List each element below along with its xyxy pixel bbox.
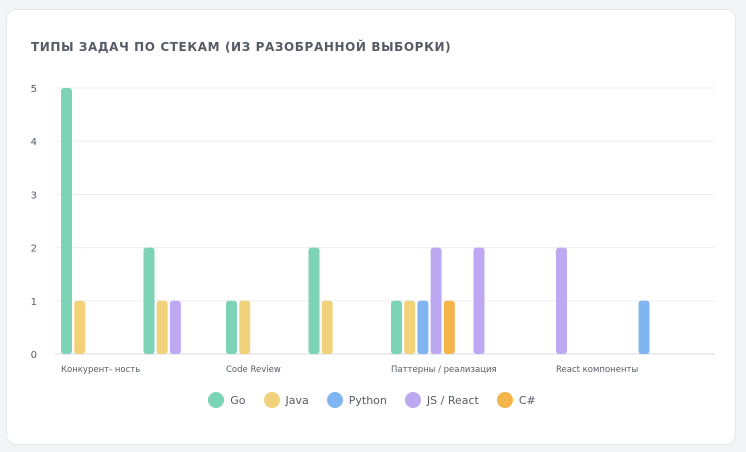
legend-label: C# [518, 393, 536, 407]
chart-title: ТИПЫ ЗАДАЧ ПО СТЕКАМ (ИЗ РАЗОБРАННОЙ ВЫБ… [31, 40, 452, 54]
x-category-label: Конкурент- ность [61, 365, 140, 375]
x-category-label: Паттерны / реализация [391, 365, 497, 375]
bar-go-3 [308, 247, 320, 354]
legend-swatch [263, 392, 280, 408]
bar-go-2 [226, 300, 237, 354]
legend-swatch [326, 392, 343, 408]
legend-label: Python [348, 393, 387, 407]
bar-java-1 [156, 300, 168, 354]
bar-js-react-5 [473, 247, 485, 354]
bar-python-4 [417, 300, 429, 354]
grid-lines [55, 87, 715, 355]
legend-item[interactable]: Python [326, 392, 387, 408]
y-tick-label: 5 [31, 84, 37, 95]
bar-java-3 [321, 300, 333, 354]
bars [61, 88, 650, 354]
bar-chart: 0 1 2 3 4 5 Конкурент- ность Code Review Паттерн… [31, 84, 715, 375]
bar-js-react-4 [430, 247, 442, 354]
bar-java-4 [404, 300, 416, 354]
legend-item[interactable]: JS / React [404, 392, 479, 408]
bar-java-2 [239, 300, 251, 354]
legend-label: JS / React [426, 393, 479, 407]
bar-js-react-6 [556, 247, 567, 354]
bar-java-0 [74, 300, 86, 354]
legend-label: Go [230, 393, 246, 407]
bar-c#-4 [443, 300, 455, 354]
axis-labels: 0 1 2 3 4 5 Конкурент- ность Code Review Паттерн… [31, 84, 639, 375]
legend-label: Java [285, 393, 309, 407]
y-tick-label: 2 [31, 244, 37, 255]
y-tick-label: 0 [31, 350, 37, 361]
legend: Go Java Python JS / React C# [7, 392, 737, 408]
chart-card: ТИПЫ ЗАДАЧ ПО СТЕКАМ (ИЗ РАЗОБРАННОЙ ВЫБ… [6, 9, 736, 445]
y-tick-label: 1 [31, 297, 37, 308]
x-category-label: Code Review [226, 365, 281, 375]
bar-go-0 [61, 88, 72, 354]
legend-swatch [208, 392, 225, 408]
legend-swatch [496, 392, 513, 408]
bar-go-1 [143, 247, 155, 354]
bar-python-7 [638, 300, 650, 354]
legend-item[interactable]: C# [496, 392, 536, 408]
legend-item[interactable]: Go [208, 392, 246, 408]
bar-go-4 [391, 300, 402, 354]
legend-item[interactable]: Java [263, 392, 309, 408]
y-tick-label: 4 [31, 137, 37, 148]
x-category-label: React компоненты [556, 365, 638, 375]
legend-swatch [404, 392, 421, 408]
y-tick-label: 3 [31, 190, 37, 201]
bar-js-react-1 [169, 300, 181, 354]
